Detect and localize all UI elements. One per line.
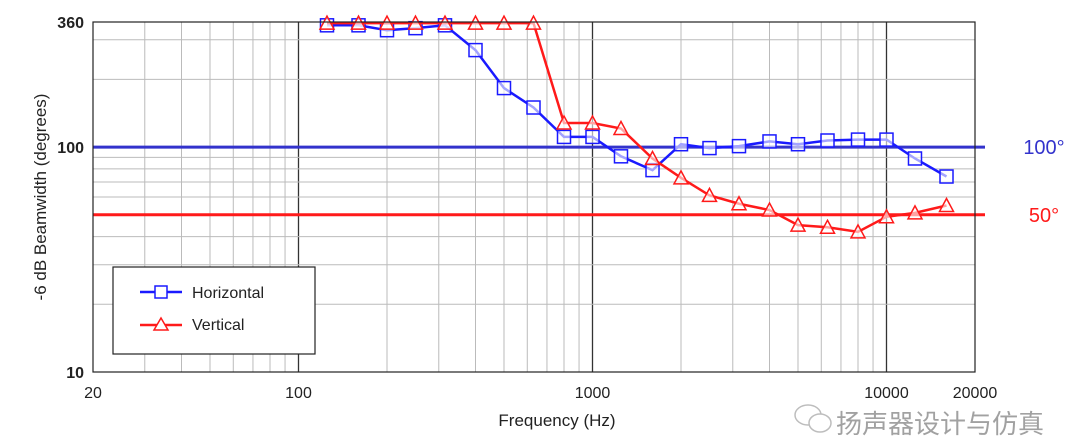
data-point-horizontal: [879, 132, 894, 147]
series-line-horizontal: [326, 24, 948, 178]
data-point-vertical: [819, 218, 836, 235]
data-point-vertical: [789, 216, 807, 232]
x-axis-label: Frequency (Hz): [498, 411, 615, 430]
series-line-vertical: [326, 21, 947, 234]
data-point-horizontal: [468, 42, 483, 58]
x-tick-label: 1000: [575, 385, 611, 402]
data-point-vertical: [906, 204, 924, 220]
plot-frame: [92, 21, 976, 373]
tick-labels: 20 100 1000 10000 20000 10 100 360: [57, 15, 997, 402]
reference-lines: 100° 50°: [93, 137, 1065, 227]
data-point-vertical: [849, 223, 867, 239]
x-tick-label: 100: [285, 385, 312, 402]
grid: [92, 22, 976, 372]
reference-label-100: 100°: [1023, 137, 1064, 159]
data-point-horizontal: [907, 151, 923, 166]
legend-label-vertical: Vertical: [192, 317, 244, 334]
data-point-vertical: [761, 201, 778, 217]
data-point-horizontal: [526, 100, 541, 115]
data-point-horizontal: [820, 133, 835, 148]
data-point-vertical: [878, 208, 895, 224]
y-tick-label: 360: [57, 15, 84, 32]
data-point-vertical: [612, 119, 630, 136]
data-point-vertical: [701, 186, 718, 203]
reference-label-50: 50°: [1029, 205, 1059, 227]
data-point-horizontal: [613, 149, 629, 164]
y-tick-label: 100: [57, 140, 84, 157]
data-point-horizontal: [585, 129, 600, 145]
data-point-vertical: [644, 149, 661, 166]
data-point-horizontal: [939, 169, 954, 184]
watermark: 扬声器设计与仿真: [794, 404, 1044, 439]
data-point-horizontal: [673, 136, 689, 152]
legend-box: [112, 266, 316, 355]
legend-label-horizontal: Horizontal: [192, 285, 264, 302]
watermark-text: 扬声器设计与仿真: [836, 409, 1044, 439]
y-tick-label: 10: [66, 365, 84, 382]
data-point-horizontal: [731, 138, 747, 154]
data-point-horizontal: [556, 129, 572, 145]
data-point-vertical: [555, 114, 573, 130]
data-point-vertical: [938, 196, 955, 213]
series-group: [318, 14, 955, 239]
y-axis-label: -6 dB Beamwidth (degrees): [31, 94, 50, 301]
legend-square-icon: [154, 285, 168, 299]
data-point-horizontal: [702, 140, 717, 156]
x-tick-label: 20: [84, 385, 102, 402]
legend: Horizontal Vertical: [112, 266, 316, 355]
data-point-horizontal: [496, 80, 512, 96]
data-point-vertical: [730, 195, 748, 211]
x-tick-label: 20000: [953, 385, 998, 402]
legend-triangle-icon: [152, 316, 170, 331]
data-point-vertical: [584, 114, 601, 130]
data-point-horizontal: [850, 132, 866, 147]
data-point-horizontal: [790, 136, 806, 152]
data-point-horizontal: [645, 162, 660, 178]
data-point-vertical: [672, 169, 690, 185]
data-point-horizontal: [762, 134, 777, 149]
x-tick-label: 10000: [864, 385, 909, 402]
